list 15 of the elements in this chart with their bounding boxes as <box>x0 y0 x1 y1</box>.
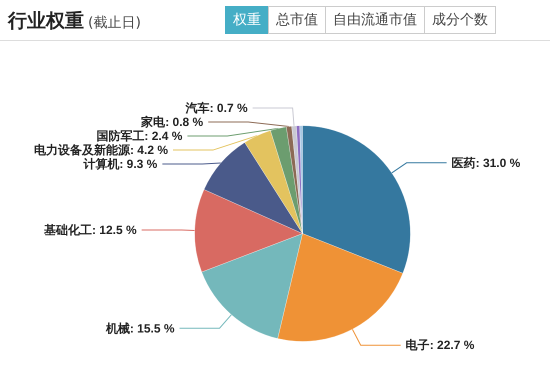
slice-label: 国防军工: 2.4 % <box>96 129 183 144</box>
slice-label: 基础化工: 12.5 % <box>42 223 137 237</box>
text: 总市值 <box>268 6 326 34</box>
slice-label: 汽车: 0.7 % <box>184 101 248 116</box>
slice-label: 医药: 31.0 % <box>452 156 521 170</box>
chart-title: 行业权重 <box>8 10 84 32</box>
text: 权重 <box>225 6 269 34</box>
slice-label: 家电: 0.8 % <box>140 115 204 130</box>
slice-label: 电子: 22.7 % <box>406 338 475 352</box>
slice-label: 电力设备及新能源: 4.2 % <box>34 143 168 158</box>
slice-label: 计算机: 9.3 % <box>82 157 158 172</box>
chart-subtitle: (截止日) <box>88 15 141 31</box>
text: 成分个数 <box>424 6 496 34</box>
text: 自由流通市值 <box>325 6 425 34</box>
slice-label: 机械: 15.5 % <box>104 321 175 336</box>
